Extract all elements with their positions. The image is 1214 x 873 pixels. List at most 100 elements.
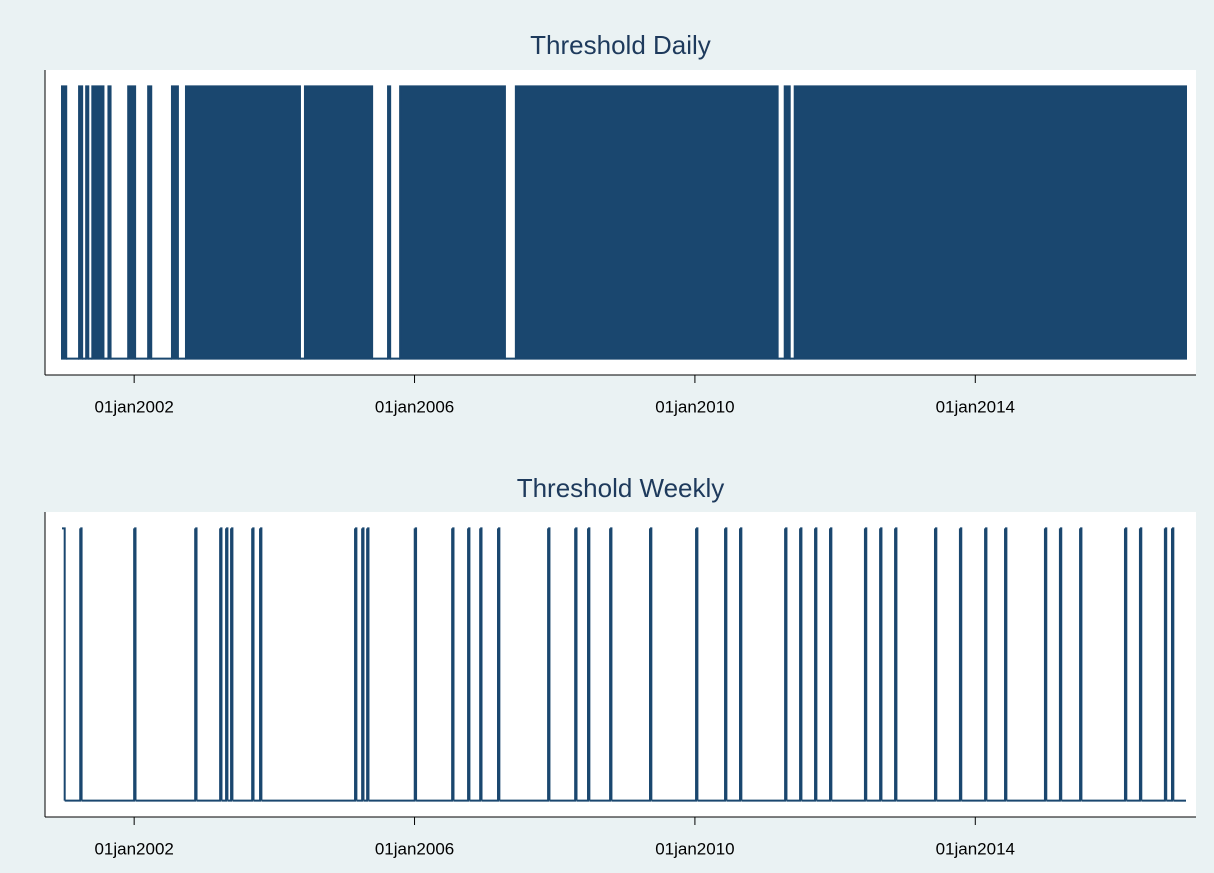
- x-tick-label: 01jan2010: [655, 397, 734, 416]
- line-step: [232, 528, 254, 802]
- line-step: [356, 528, 364, 802]
- line-step: [881, 528, 897, 802]
- area-step: [303, 85, 374, 360]
- line-step: [452, 527, 455, 801]
- area-step: [85, 85, 90, 360]
- line-step: [221, 528, 228, 802]
- line-step: [453, 528, 470, 802]
- line-step: [134, 527, 137, 801]
- line-step: [785, 527, 788, 801]
- line-step: [549, 528, 577, 802]
- chart-title: Threshold Daily: [530, 30, 711, 60]
- line-step: [985, 527, 988, 801]
- line-step: [499, 528, 550, 802]
- area-step: [107, 85, 112, 360]
- x-tick-label: 01jan2010: [655, 839, 734, 858]
- line-step: [786, 528, 802, 802]
- line-step: [260, 527, 263, 801]
- line-step: [588, 527, 591, 801]
- x-tick-label: 01jan2014: [936, 397, 1015, 416]
- line-step: [261, 528, 357, 802]
- line-step: [480, 527, 483, 801]
- line-step: [895, 527, 898, 801]
- area-step: [387, 85, 392, 360]
- line-step: [831, 528, 866, 802]
- line-step: [1080, 527, 1083, 801]
- area-step: [514, 85, 779, 360]
- line-step: [801, 528, 817, 802]
- line-step: [880, 527, 883, 801]
- line-step: [961, 528, 987, 802]
- line-step: [1059, 527, 1063, 801]
- line-step: [1046, 528, 1061, 802]
- line-step: [1005, 527, 1008, 801]
- line-step: [367, 527, 370, 801]
- line-step: [1171, 527, 1175, 801]
- line-step: [1164, 527, 1168, 801]
- area-step: [783, 85, 791, 360]
- line-step: [934, 527, 938, 801]
- area-step: [78, 85, 84, 360]
- line-step: [696, 527, 699, 801]
- line-step: [80, 527, 83, 801]
- line-step: [548, 527, 551, 801]
- x-tick-label: 01jan2002: [94, 839, 173, 858]
- line-step: [363, 528, 369, 802]
- line-step: [575, 527, 578, 801]
- line-step: [1081, 528, 1126, 802]
- line-step: [1124, 527, 1128, 801]
- line-step: [1166, 528, 1173, 802]
- line-step: [726, 528, 742, 802]
- chart-title: Threshold Weekly: [517, 473, 725, 503]
- line-step: [469, 528, 482, 802]
- x-tick-label: 01jan2006: [375, 397, 454, 416]
- line-step: [576, 528, 590, 802]
- plot-area: [45, 512, 1196, 817]
- line-step: [81, 528, 136, 802]
- line-step: [220, 527, 223, 801]
- line-step: [866, 528, 882, 802]
- line-step: [959, 527, 963, 801]
- line-step: [468, 527, 471, 801]
- area-step: [127, 85, 137, 360]
- line-step: [355, 527, 358, 801]
- line-step: [196, 528, 222, 802]
- line-step: [1044, 527, 1048, 801]
- line-step: [589, 528, 612, 802]
- x-tick-label: 01jan2014: [936, 839, 1015, 858]
- line-step: [697, 528, 727, 802]
- line-step: [1061, 528, 1082, 802]
- line-step: [227, 528, 233, 802]
- line-step: [481, 528, 500, 802]
- line-step: [231, 527, 234, 801]
- area-step: [399, 85, 506, 360]
- line-step: [498, 527, 501, 801]
- line-step: [64, 528, 82, 802]
- area-step: [61, 85, 68, 360]
- line-step: [815, 527, 818, 801]
- line-step: [740, 527, 743, 801]
- line-step: [368, 528, 416, 802]
- area-step: [184, 85, 301, 360]
- line-step: [986, 528, 1007, 802]
- line-step: [830, 527, 833, 801]
- line-step: [226, 527, 229, 801]
- line-step: [1126, 528, 1141, 802]
- area-step: [170, 85, 179, 360]
- line-step: [362, 527, 365, 801]
- line-step: [725, 527, 728, 801]
- line-step: [936, 528, 961, 802]
- line-step: [1006, 528, 1046, 802]
- line-step: [1139, 527, 1143, 801]
- line-step: [816, 528, 832, 802]
- line-step: [1141, 528, 1166, 802]
- line-step: [135, 528, 197, 802]
- line-step: [650, 527, 653, 801]
- line-step: [414, 527, 418, 801]
- line-step: [611, 528, 652, 802]
- line-step: [741, 528, 787, 802]
- area-step: [793, 85, 1187, 360]
- line-step: [252, 527, 255, 801]
